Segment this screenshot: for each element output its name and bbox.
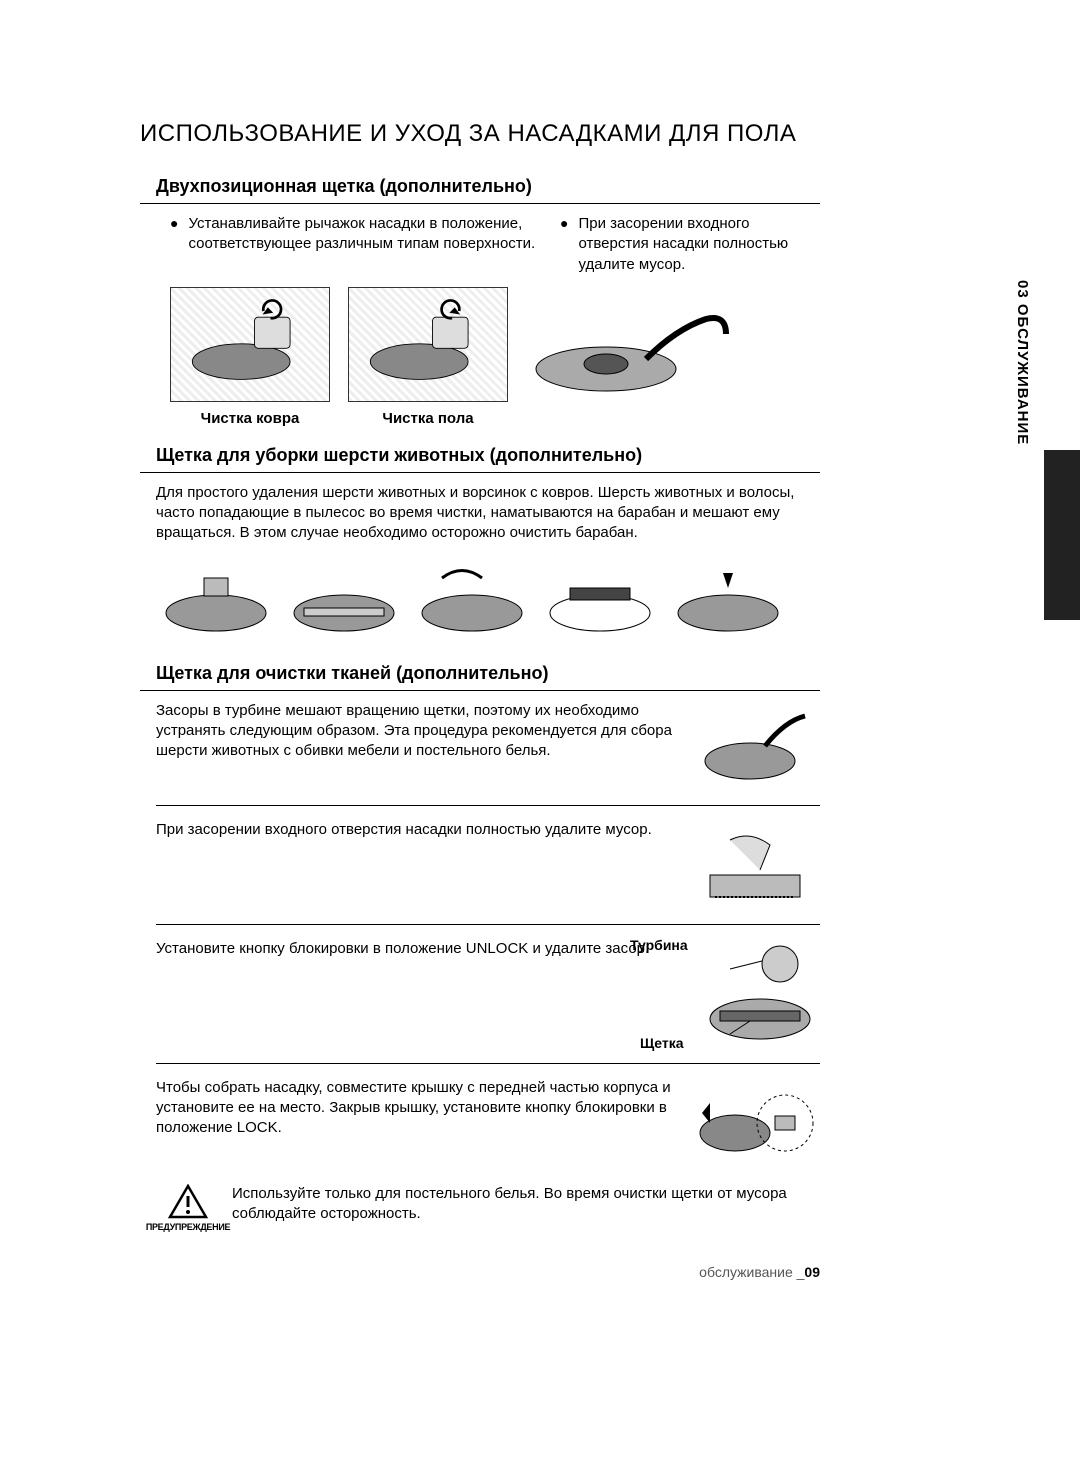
page-number: 09 xyxy=(804,1264,820,1280)
bullet-text: Устанавливайте рычажок насадки в положен… xyxy=(188,214,540,275)
footer-text: обслуживание _ xyxy=(699,1264,804,1280)
pet-brush-step-1 xyxy=(156,558,276,643)
pet-brush-step-4 xyxy=(540,558,660,643)
warning-text: Используйте только для постельного белья… xyxy=(232,1184,820,1225)
section2-image-strip xyxy=(156,558,820,643)
fabric-brush-illustration-1 xyxy=(690,701,820,791)
pet-brush-step-5 xyxy=(668,558,788,643)
section1-images xyxy=(170,287,820,402)
label-turbine: Турбина xyxy=(630,937,688,953)
pet-brush-step-3 xyxy=(412,558,532,643)
fabric-brush-illustration-2 xyxy=(690,820,820,910)
divider-thin xyxy=(156,1063,820,1064)
divider xyxy=(140,203,820,204)
section2-body: Для простого удаления шерсти животных и … xyxy=(156,483,820,544)
caption-carpet: Чистка ковра xyxy=(170,410,330,427)
divider-thin xyxy=(156,805,820,806)
clog-removal-illustration xyxy=(526,287,736,402)
carpet-brush-illustration xyxy=(170,287,330,402)
section3-row4: Чтобы собрать насадку, совместите крышку… xyxy=(156,1078,820,1168)
section3-row1: Засоры в турбине мешают вращению щетки, … xyxy=(156,701,820,791)
fabric-brush-illustration-3: Турбина Щетка xyxy=(690,939,820,1049)
fabric-brush-illustration-4 xyxy=(690,1078,820,1168)
section3-p1: Засоры в турбине мешают вращению щетки, … xyxy=(156,701,674,762)
page-content: ИСПОЛЬЗОВАНИЕ И УХОД ЗА НАСАДКАМИ ДЛЯ ПО… xyxy=(140,120,820,1232)
divider-thin xyxy=(156,924,820,925)
section3-p2: При засорении входного отверстия насадки… xyxy=(156,820,674,840)
section3-p4: Чтобы собрать насадку, совместите крышку… xyxy=(156,1078,674,1139)
divider xyxy=(140,472,820,473)
section3-row2: При засорении входного отверстия насадки… xyxy=(156,820,820,910)
page-title: ИСПОЛЬЗОВАНИЕ И УХОД ЗА НАСАДКАМИ ДЛЯ ПО… xyxy=(140,120,820,148)
section1-title: Двухпозиционная щетка (дополнительно) xyxy=(156,176,820,197)
bullet-left: ● Устанавливайте рычажок насадки в полож… xyxy=(170,214,540,275)
section3-row3: Установите кнопку блокировки в положение… xyxy=(156,939,820,1049)
section1-bullets: ● Устанавливайте рычажок насадки в полож… xyxy=(170,214,820,275)
pet-brush-step-2 xyxy=(284,558,404,643)
side-tab-marker xyxy=(1044,450,1080,620)
footer: обслуживание _09 xyxy=(699,1264,820,1280)
section1-captions: Чистка ковра Чистка пола xyxy=(170,410,820,427)
side-tab-label: 03 ОБСЛУЖИВАНИЕ xyxy=(1014,280,1031,490)
warning-block: ПРЕДУПРЕЖДЕНИЕ Используйте только для по… xyxy=(156,1184,820,1232)
section3-title: Щетка для очистки тканей (дополнительно) xyxy=(156,663,820,684)
divider xyxy=(140,690,820,691)
caption-floor: Чистка пола xyxy=(348,410,508,427)
bullet-icon: ● xyxy=(560,214,568,275)
floor-brush-illustration xyxy=(348,287,508,402)
warning-icon-block: ПРЕДУПРЕЖДЕНИЕ xyxy=(156,1184,220,1232)
section3-p3: Установите кнопку блокировки в положение… xyxy=(156,939,674,959)
section2-title: Щетка для уборки шерсти животных (дополн… xyxy=(156,445,820,466)
side-tab: 03 ОБСЛУЖИВАНИЕ xyxy=(1008,280,1080,620)
bullet-icon: ● xyxy=(170,214,178,275)
bullet-right: ● При засорении входного отверстия насад… xyxy=(560,214,820,275)
bullet-text: При засорении входного отверстия насадки… xyxy=(578,214,820,275)
warning-label: ПРЕДУПРЕЖДЕНИЕ xyxy=(146,1222,230,1232)
label-brush: Щетка xyxy=(640,1035,684,1051)
warning-icon xyxy=(168,1184,208,1220)
